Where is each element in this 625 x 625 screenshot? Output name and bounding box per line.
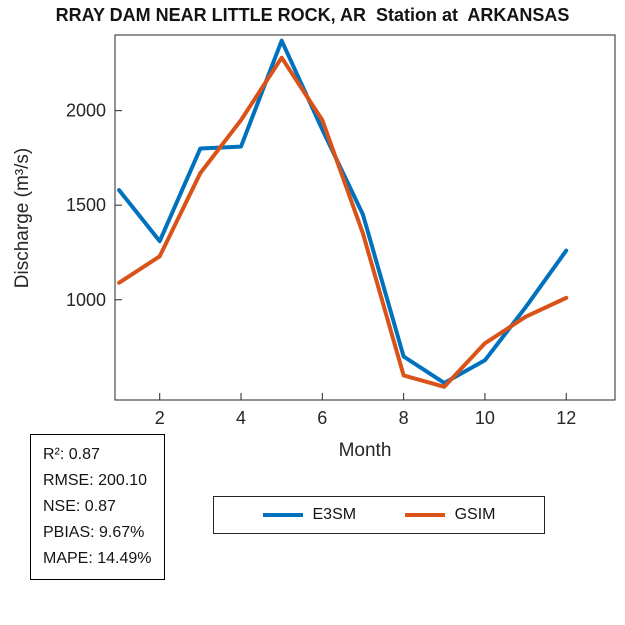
plot-area: 2 4 6 8 10 12 1000 1500 2000 xyxy=(66,34,616,428)
x-tick-label: 8 xyxy=(399,408,409,428)
stat-line-rmse: RMSE: 200.10 xyxy=(43,471,148,489)
x-tick-label: 10 xyxy=(475,408,495,428)
chart-title: RRAY DAM NEAR LITTLE ROCK, AR Station at… xyxy=(55,5,570,25)
gsim-line-swatch xyxy=(404,513,445,517)
legend-item-e3sm: E3SM xyxy=(262,506,357,524)
y-tick-label: 1500 xyxy=(66,195,106,215)
legend: E3SM GSIM xyxy=(213,496,545,534)
x-axis-label: Month xyxy=(338,440,392,461)
series-line-gsim xyxy=(117,55,569,389)
legend-item-gsim: GSIM xyxy=(404,506,496,524)
e3sm-line-swatch xyxy=(262,513,303,517)
y-tick-label: 1000 xyxy=(66,290,106,310)
stat-line-nse: NSE: 0.87 xyxy=(43,497,116,515)
y-tick-label: 2000 xyxy=(66,101,106,121)
x-tick-label: 4 xyxy=(236,408,246,428)
stats-box: R²: 0.87 RMSE: 200.10 NSE: 0.87 PBIAS: 9… xyxy=(30,434,165,580)
axes-box xyxy=(114,34,616,401)
stat-line-r2: R²: 0.87 xyxy=(43,446,100,463)
stat-line-mape: MAPE: 14.49% xyxy=(43,549,152,567)
legend-label-gsim: GSIM xyxy=(454,506,496,523)
x-tick-label: 12 xyxy=(556,408,576,428)
legend-label-e3sm: E3SM xyxy=(312,506,357,523)
x-tick-label: 2 xyxy=(155,408,165,428)
x-tick-label: 6 xyxy=(317,408,327,428)
stat-line-pbias: PBIAS: 9.67% xyxy=(43,523,145,541)
